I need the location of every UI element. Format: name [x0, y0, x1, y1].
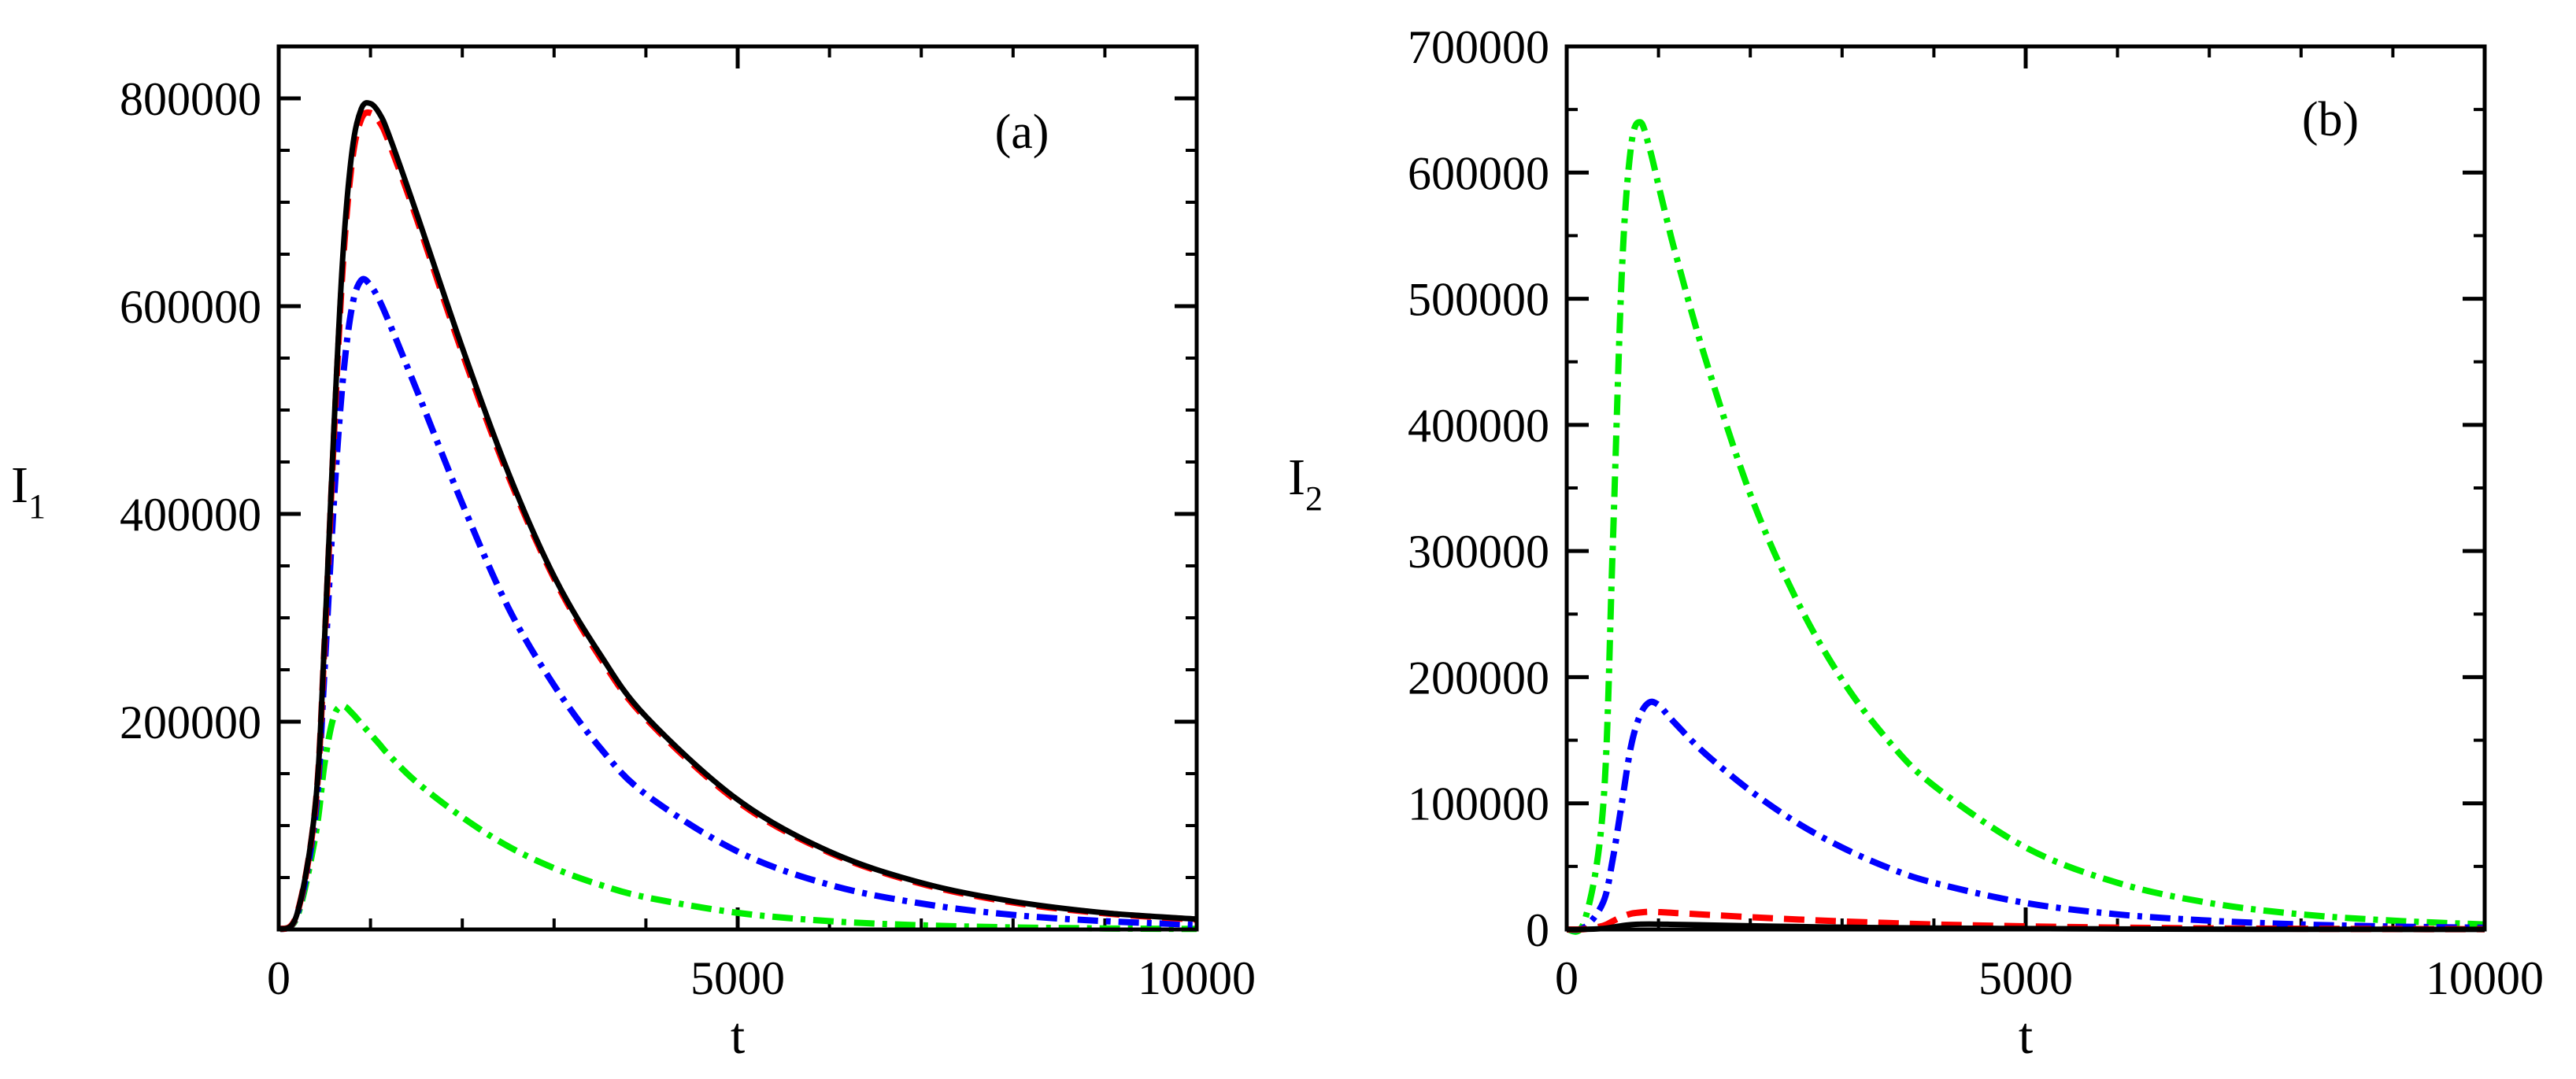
panel-b-ylabel: I2: [1288, 449, 1323, 518]
panel-b: 0100000200000300000400000500000600000700…: [1288, 21, 2544, 1065]
x-tick-label: 5000: [1978, 952, 2073, 1004]
panel-a-label: (a): [995, 105, 1049, 159]
panel-b-ticks: [1564, 44, 2487, 932]
series-line-red: [276, 109, 1197, 933]
x-tick-label: 10000: [2426, 952, 2544, 1004]
panel-b-ylabel-main: I: [1288, 449, 1305, 506]
x-tick-label: 5000: [690, 952, 785, 1004]
panel-a-frame: [276, 44, 1199, 932]
y-tick-label: 700000: [1408, 21, 1549, 73]
panel-a-xlabel: t: [731, 1007, 745, 1065]
panel-a-xtick-labels: 0 5000 10000: [267, 952, 1256, 1004]
series-line-green: [1565, 119, 2485, 935]
panel-b-series: [1565, 119, 2485, 935]
y-tick-label: 300000: [1408, 526, 1549, 578]
panel-b-xtick-labels: 0 5000 10000: [1555, 952, 2544, 1004]
series-line-blue: [276, 275, 1197, 933]
panel-a-ylabel: I1: [11, 456, 46, 526]
y-tick-label: 600000: [1408, 147, 1549, 199]
y-tick-label: 800000: [120, 73, 261, 125]
panel-a-ylabel-sub: 1: [28, 487, 46, 526]
series-line-black: [276, 100, 1197, 933]
y-tick-label: 600000: [120, 281, 261, 333]
panel-b-ytick-labels: 0 100000 200000 300000 400000 500000 600000 700…: [1408, 21, 1549, 956]
x-tick-label: 10000: [1138, 952, 1256, 1004]
panel-b-xlabel: t: [2019, 1007, 2033, 1065]
panel-a-series: [276, 100, 1197, 933]
series-line-green: [276, 703, 1197, 933]
panel-b-ylabel-sub: 2: [1305, 479, 1323, 518]
series-line-blue: [1566, 698, 2485, 933]
y-tick-label: 400000: [1408, 400, 1549, 452]
y-tick-label: 500000: [1408, 274, 1549, 326]
x-tick-label: 0: [267, 952, 291, 1004]
x-tick-label: 0: [1555, 952, 1579, 1004]
y-tick-label: 200000: [1408, 652, 1549, 704]
panel-b-label: (b): [2302, 93, 2359, 146]
panel-a-ytick-labels: 200000 400000 600000 800000: [120, 73, 261, 748]
y-tick-label: 400000: [120, 489, 261, 541]
y-tick-label: 0: [1526, 904, 1549, 956]
panel-a-ylabel-main: I: [11, 456, 28, 514]
y-tick-label: 100000: [1408, 778, 1549, 830]
y-tick-label: 200000: [120, 697, 261, 748]
panel-b-frame: [1564, 44, 2487, 932]
